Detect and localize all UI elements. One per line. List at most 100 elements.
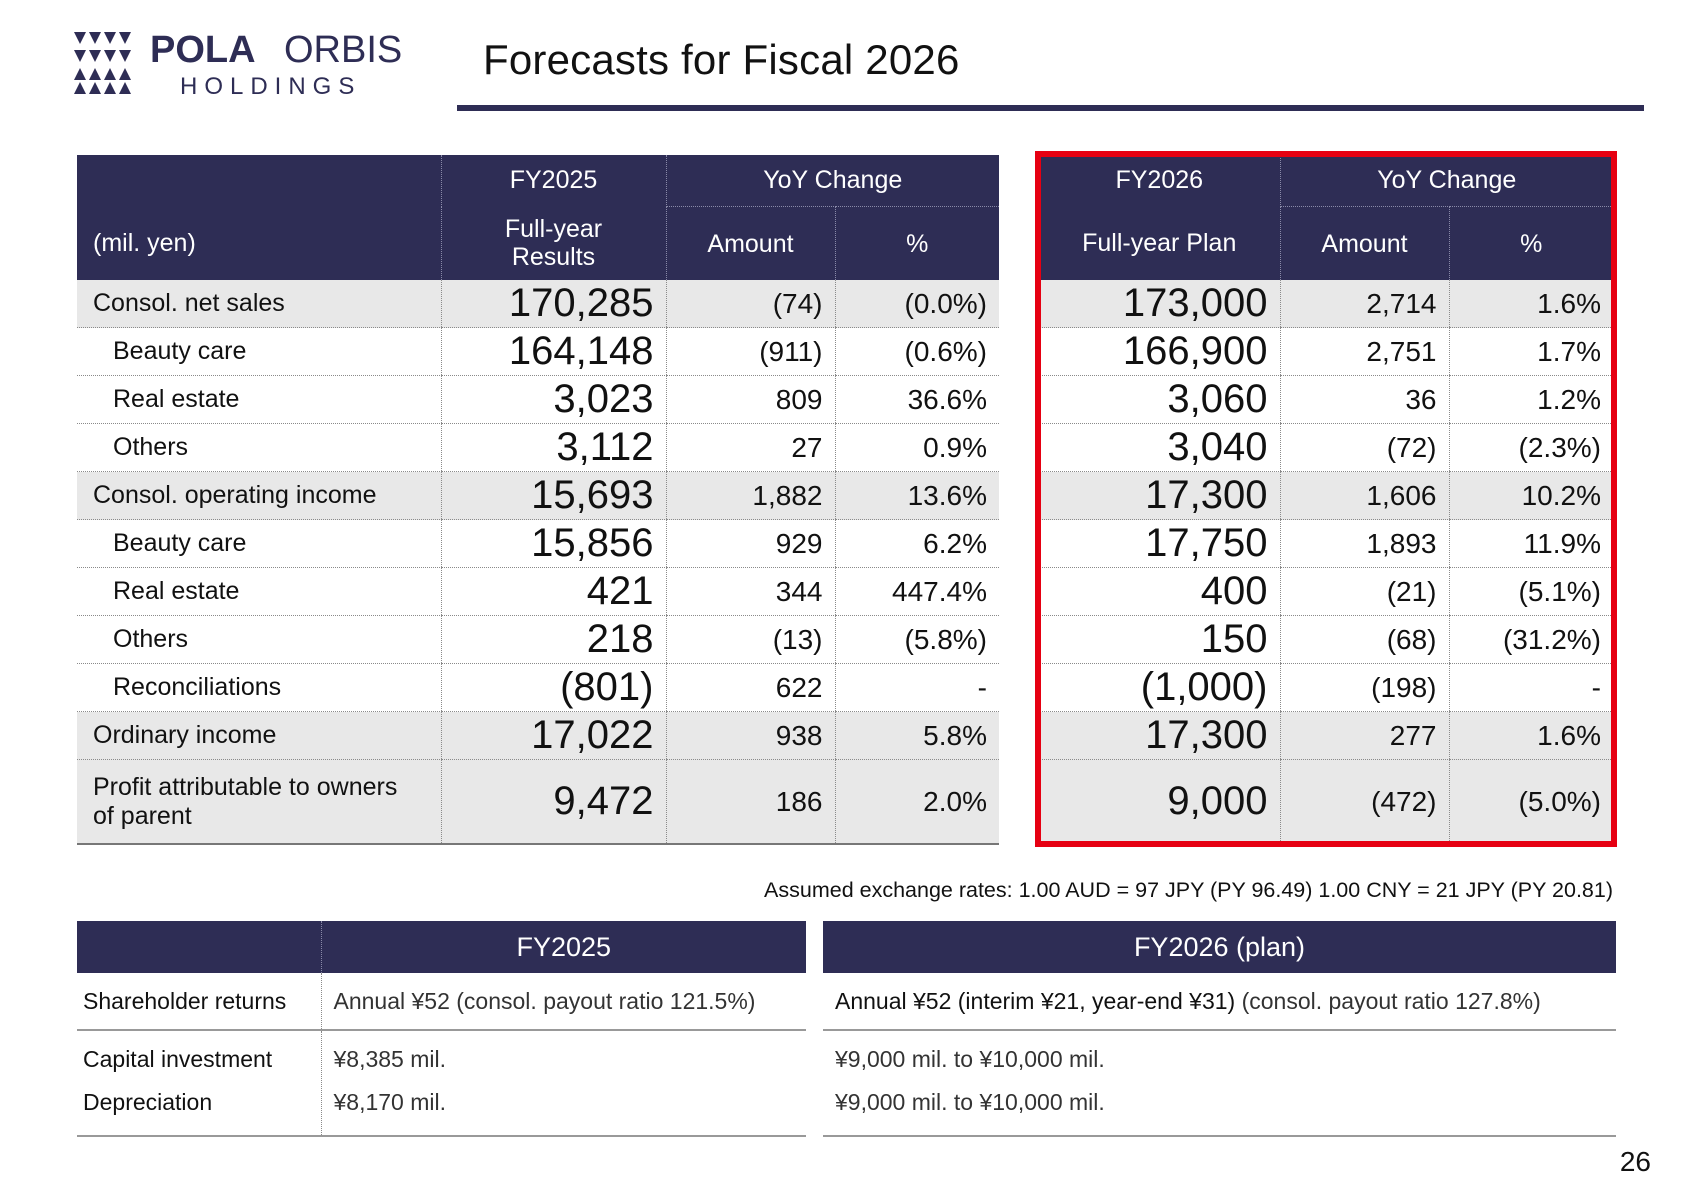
header-yoy-change-fy26: YoY Change: [1279, 155, 1613, 207]
row-label: Beauty care: [77, 519, 441, 568]
table-row: Capital investment Depreciation ¥8,385 m…: [77, 1030, 806, 1137]
page-title: Forecasts for Fiscal 2026: [483, 36, 960, 83]
fy26-yoy-amount: 1,893: [1279, 519, 1449, 568]
fy26-yoy-amount: (472): [1279, 759, 1449, 845]
fy25-value: 3,023: [440, 375, 666, 424]
fy25-yoy-pct: (0.6%): [834, 327, 999, 376]
fy25-value: 17,022: [440, 711, 666, 760]
row-label: Real estate: [77, 375, 441, 424]
header-amount-fy25: Amount: [665, 206, 835, 280]
capital-investment-label: Capital investment: [83, 1046, 273, 1072]
depreciation-fy26: ¥9,000 mil. to ¥10,000 mil.: [835, 1089, 1105, 1115]
fy26-value: (1,000): [1039, 663, 1280, 712]
fy26-yoy-amount: (72): [1279, 423, 1449, 472]
depreciation-fy25: ¥8,170 mil.: [333, 1089, 447, 1115]
exchange-rate-note: Assumed exchange rates: 1.00 AUD = 97 JP…: [764, 878, 1613, 902]
capital-investment-fy25: ¥8,385 mil.: [333, 1046, 447, 1072]
fy26-yoy-pct: 1.7%: [1448, 327, 1613, 376]
fy26-value: 400: [1039, 567, 1280, 616]
fy25-yoy-amount: (911): [665, 327, 835, 376]
fy26-yoy-pct: -: [1448, 663, 1613, 712]
table-row: 173,000 2,714 1.6%: [1039, 280, 1613, 328]
fy26-yoy-pct: (2.3%): [1448, 423, 1613, 472]
fy2025-policy-table: FY2025 Shareholder returns Annual ¥52 (c…: [77, 921, 806, 1137]
fy25-yoy-pct: -: [834, 663, 999, 712]
table-row: Beauty care 164,148 (911) (0.6%): [77, 327, 999, 376]
fy26-yoy-amount: (21): [1279, 567, 1449, 616]
fy25-value: 15,856: [440, 519, 666, 568]
fy25-yoy-amount: 938: [665, 711, 835, 760]
table-row: Reconciliations (801) 622 -: [77, 663, 999, 712]
table-row: Annual ¥52 (interim ¥21, year-end ¥31) (…: [823, 973, 1616, 1031]
fy26-value: 3,060: [1039, 375, 1280, 424]
row-label: Others: [77, 423, 441, 472]
header-fy2025-policy: FY2025: [320, 921, 806, 973]
header-unit-label: (mil. yen): [77, 206, 441, 280]
header-pct-fy26: %: [1448, 206, 1613, 280]
fy25-yoy-pct: (5.8%): [834, 615, 999, 664]
header-blank: [77, 155, 441, 207]
table-row: 3,060 36 1.2%: [1039, 375, 1613, 424]
fy26-value: 17,300: [1039, 711, 1280, 760]
table-row: 17,300 277 1.6%: [1039, 711, 1613, 760]
table-row: Others 218 (13) (5.8%): [77, 615, 999, 664]
depreciation-label: Depreciation: [83, 1089, 213, 1115]
fy26-yoy-pct: 11.9%: [1448, 519, 1613, 568]
fy25-yoy-pct: 13.6%: [834, 471, 999, 520]
fy26-value: 150: [1039, 615, 1280, 664]
page-number: 26: [1619, 1146, 1651, 1177]
shareholder-returns-label: Shareholder returns: [77, 973, 321, 1031]
table-row: Real estate 421 344 447.4%: [77, 567, 999, 616]
header-fy2025: FY2025: [440, 155, 666, 207]
fy25-value: 9,472: [440, 759, 666, 845]
fy26-value: 166,900: [1039, 327, 1280, 376]
fy25-yoy-amount: 186: [665, 759, 835, 845]
fy25-value: (801): [440, 663, 666, 712]
header-amount-fy26: Amount: [1279, 206, 1449, 280]
header-full-year-results: Full-year Results: [440, 206, 666, 280]
table-row: (1,000) (198) -: [1039, 663, 1613, 712]
fy25-yoy-amount: (13): [665, 615, 835, 664]
table-row: Shareholder returns Annual ¥52 (consol. …: [77, 973, 806, 1031]
fy25-yoy-amount: 1,882: [665, 471, 835, 520]
fy26-yoy-amount: 2,751: [1279, 327, 1449, 376]
fy25-value: 421: [440, 567, 666, 616]
row-label: Ordinary income: [77, 711, 441, 760]
fy25-yoy-pct: 6.2%: [834, 519, 999, 568]
fy26-value: 17,300: [1039, 471, 1280, 520]
fy26-yoy-pct: 1.2%: [1448, 375, 1613, 424]
title-underline: [457, 105, 1644, 111]
fy25-value: 170,285: [440, 280, 666, 328]
fy25-value: 164,148: [440, 327, 666, 376]
fy25-yoy-pct: 2.0%: [834, 759, 999, 845]
table-row: 17,750 1,893 11.9%: [1039, 519, 1613, 568]
triangle-mark-icon: POLA ORBIS HOLDINGS: [74, 29, 402, 100]
fy26-yoy-amount: (68): [1279, 615, 1449, 664]
fy25-yoy-amount: 344: [665, 567, 835, 616]
fy26-yoy-amount: 36: [1279, 375, 1449, 424]
table-row: Beauty care 15,856 929 6.2%: [77, 519, 999, 568]
fy26-yoy-pct: (31.2%): [1448, 615, 1613, 664]
fy26-yoy-amount: 277: [1279, 711, 1449, 760]
fy25-yoy-pct: 0.9%: [834, 423, 999, 472]
fy25-yoy-amount: (74): [665, 280, 835, 328]
fy26-yoy-amount: 2,714: [1279, 280, 1449, 328]
fy25-yoy-amount: 809: [665, 375, 835, 424]
logo-text-holdings: HOLDINGS: [180, 73, 361, 100]
fy25-yoy-pct: 5.8%: [834, 711, 999, 760]
fy26-value: 173,000: [1039, 280, 1280, 328]
table-row: 166,900 2,751 1.7%: [1039, 327, 1613, 376]
table-row: 3,040 (72) (2.3%): [1039, 423, 1613, 472]
header-pct-fy25: %: [834, 206, 999, 280]
fy25-yoy-amount: 27: [665, 423, 835, 472]
row-label: Consol. net sales: [77, 280, 441, 328]
fy2026-plan-table: FY2026 YoY Change Full-year Plan Amount …: [1039, 155, 1613, 845]
header-yoy-change-fy25: YoY Change: [665, 155, 999, 207]
capital-investment-fy26: ¥9,000 mil. to ¥10,000 mil.: [835, 1046, 1105, 1072]
logo-text-pola: POLA: [150, 29, 256, 71]
row-label: Real estate: [77, 567, 441, 616]
fy25-yoy-amount: 929: [665, 519, 835, 568]
table-row: 17,300 1,606 10.2%: [1039, 471, 1613, 520]
fy26-yoy-amount: 1,606: [1279, 471, 1449, 520]
fy2026-policy-table: FY2026 (plan) Annual ¥52 (interim ¥21, y…: [823, 921, 1616, 1137]
